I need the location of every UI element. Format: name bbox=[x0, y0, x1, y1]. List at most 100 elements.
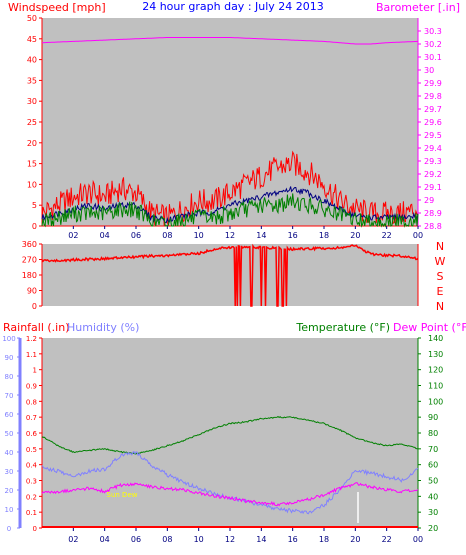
x-tick-label: 06 bbox=[131, 231, 141, 240]
humidity-tick-label: 70 bbox=[5, 392, 14, 400]
rain-tick-label: 0.1 bbox=[26, 509, 37, 517]
compass-label: S bbox=[437, 270, 444, 283]
x-tick-label: 18 bbox=[319, 231, 329, 240]
right-tick-label: 80 bbox=[428, 429, 438, 438]
left-tick-label: 0 bbox=[32, 222, 37, 231]
x-tick-label: 22 bbox=[382, 535, 392, 544]
right-tick-label: 29.5 bbox=[424, 131, 442, 140]
series-line-temperature bbox=[41, 415, 419, 455]
x-tick-label: 06 bbox=[131, 535, 141, 544]
left-tick-label: 270 bbox=[22, 256, 37, 265]
left-tick-label: 0 bbox=[32, 302, 37, 311]
temp-humidity-chart: 2030405060708090100110120130140010203040… bbox=[2, 334, 443, 544]
right-tick-label: 40 bbox=[428, 492, 438, 501]
x-tick-label: 20 bbox=[350, 535, 360, 544]
right-tick-label: 50 bbox=[428, 477, 438, 486]
right-tick-label: 90 bbox=[428, 413, 438, 422]
left-tick-label: 45 bbox=[27, 35, 37, 44]
x-tick-label: 14 bbox=[256, 231, 266, 240]
right-tick-label: 30.1 bbox=[424, 53, 442, 62]
humidity-tick-label: 10 bbox=[5, 506, 14, 514]
series-line-humidity bbox=[41, 450, 419, 515]
series-line-wind-direction bbox=[41, 243, 419, 307]
right-tick-label: 130 bbox=[428, 350, 443, 359]
x-tick-label: 02 bbox=[68, 535, 78, 544]
compass-label: W bbox=[435, 255, 446, 268]
compass-label: N bbox=[436, 300, 444, 313]
x-tick-label: 04 bbox=[100, 535, 110, 544]
right-tick-label: 30.3 bbox=[424, 27, 442, 36]
x-tick-label: 00 bbox=[413, 535, 423, 544]
left-tick-label: 180 bbox=[22, 271, 37, 280]
rainfall-axis-label: Rainfall (.in) bbox=[3, 321, 70, 334]
temperature-axis-label: Temperature (°F) bbox=[295, 321, 390, 334]
right-tick-label: 110 bbox=[428, 382, 443, 391]
right-tick-label: 29.2 bbox=[424, 170, 442, 179]
x-tick-label: 12 bbox=[225, 535, 235, 544]
right-tick-label: 140 bbox=[428, 334, 443, 343]
rain-tick-label: 0.6 bbox=[26, 430, 38, 438]
windspeed-axis-label: Windspeed [mph] bbox=[8, 1, 106, 14]
rain-tick-label: 0.5 bbox=[26, 446, 37, 454]
humidity-tick-label: 90 bbox=[5, 354, 14, 362]
left-tick-label: 50 bbox=[27, 14, 37, 23]
x-tick-label: 12 bbox=[225, 231, 235, 240]
right-tick-label: 29.3 bbox=[424, 157, 442, 166]
x-tick-label: 18 bbox=[319, 535, 329, 544]
x-tick-label: 20 bbox=[350, 231, 360, 240]
rain-tick-label: 1 bbox=[33, 367, 37, 375]
right-tick-label: 20 bbox=[428, 524, 438, 533]
compass-label: E bbox=[437, 285, 444, 298]
x-tick-label: 16 bbox=[288, 535, 298, 544]
series-line-barometer bbox=[42, 37, 418, 45]
humidity-tick-label: 40 bbox=[5, 449, 14, 457]
right-tick-label: 29.8 bbox=[424, 92, 442, 101]
right-tick-label: 28.9 bbox=[424, 209, 442, 218]
x-tick-label: 00 bbox=[413, 231, 423, 240]
left-tick-label: 15 bbox=[27, 160, 37, 169]
x-tick-label: 02 bbox=[68, 231, 78, 240]
left-tick-label: 90 bbox=[27, 287, 37, 296]
x-tick-label: 22 bbox=[382, 231, 392, 240]
right-tick-label: 29.6 bbox=[424, 118, 442, 127]
right-tick-label: 30 bbox=[428, 508, 438, 517]
humidity-tick-label: 0 bbox=[7, 525, 11, 533]
series-line-gust bbox=[41, 150, 419, 227]
rain-tick-label: 0.8 bbox=[26, 398, 37, 406]
x-tick-label: 10 bbox=[194, 535, 204, 544]
right-tick-label: 30.2 bbox=[424, 40, 442, 49]
rain-tick-label: 0 bbox=[33, 525, 37, 533]
rain-tick-label: 0.4 bbox=[26, 462, 38, 470]
dewpoint-axis-label: Dew Point (°F) bbox=[393, 321, 466, 334]
rain-tick-label: 0.9 bbox=[26, 383, 37, 391]
x-tick-label: 10 bbox=[194, 231, 204, 240]
right-tick-label: 29.4 bbox=[424, 144, 442, 153]
right-tick-label: 60 bbox=[428, 461, 438, 470]
x-tick-label: 14 bbox=[256, 535, 266, 544]
left-tick-label: 10 bbox=[27, 180, 37, 189]
rain-tick-label: 0.3 bbox=[26, 478, 37, 486]
plot-area bbox=[42, 244, 418, 306]
humidity-tick-label: 30 bbox=[5, 468, 14, 476]
compass-label: N bbox=[436, 240, 444, 253]
series-line-speed bbox=[41, 193, 419, 228]
right-tick-label: 28.8 bbox=[424, 222, 442, 231]
humidity-tick-label: 50 bbox=[5, 430, 14, 438]
left-tick-label: 30 bbox=[27, 97, 37, 106]
right-tick-label: 100 bbox=[428, 397, 443, 406]
humidity-tick-label: 60 bbox=[5, 411, 14, 419]
humidity-axis-label: Humidity (%) bbox=[67, 321, 139, 334]
humidity-tick-label: 80 bbox=[5, 373, 14, 381]
chart-title: 24 hour graph day : July 24 2013 bbox=[142, 0, 324, 13]
plot-area bbox=[42, 18, 418, 226]
right-tick-label: 70 bbox=[428, 445, 438, 454]
right-tick-label: 30 bbox=[424, 66, 434, 75]
left-tick-label: 360 bbox=[22, 240, 37, 249]
x-tick-label: 08 bbox=[162, 535, 172, 544]
x-tick-label: 08 bbox=[162, 231, 172, 240]
barometer-axis-label: Barometer [.in] bbox=[376, 1, 460, 14]
left-tick-label: 40 bbox=[27, 56, 37, 65]
humidity-tick-label: 20 bbox=[5, 487, 14, 495]
wind-barometer-chart: 0 5 10 15 20 25 30 35 40 45 50 28.8 28.9 29 29.1 29.2 29… bbox=[27, 14, 442, 240]
